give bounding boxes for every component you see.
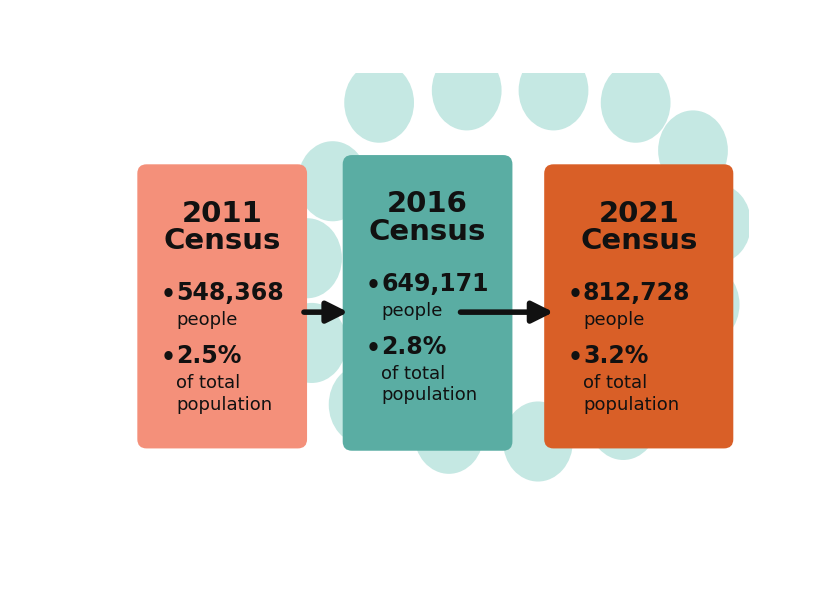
Ellipse shape [503, 401, 573, 482]
Ellipse shape [588, 380, 658, 460]
Text: people: people [381, 302, 443, 319]
Text: population: population [381, 386, 478, 405]
FancyBboxPatch shape [544, 164, 733, 449]
Ellipse shape [329, 365, 399, 444]
Text: 2021: 2021 [598, 200, 679, 228]
Ellipse shape [670, 264, 740, 345]
FancyBboxPatch shape [343, 155, 513, 451]
FancyBboxPatch shape [137, 164, 307, 449]
Ellipse shape [298, 141, 368, 222]
Ellipse shape [518, 50, 588, 130]
Text: 548,368: 548,368 [176, 281, 284, 305]
Text: 649,171: 649,171 [381, 272, 489, 296]
Text: •: • [366, 337, 381, 361]
Text: Census: Census [164, 227, 281, 255]
Text: of total: of total [176, 374, 240, 392]
Text: 2016: 2016 [387, 190, 468, 218]
Ellipse shape [277, 303, 347, 383]
Text: •: • [366, 274, 381, 298]
Ellipse shape [344, 62, 414, 143]
Text: •: • [161, 283, 176, 307]
Text: people: people [583, 311, 644, 329]
Text: 2011: 2011 [181, 200, 263, 228]
Ellipse shape [432, 50, 502, 130]
Text: 812,728: 812,728 [583, 281, 691, 305]
Ellipse shape [642, 334, 712, 414]
Text: •: • [567, 283, 582, 307]
Text: of total: of total [381, 365, 446, 382]
Text: people: people [176, 311, 237, 329]
Ellipse shape [414, 394, 483, 474]
Ellipse shape [601, 62, 671, 143]
Text: 3.2%: 3.2% [583, 344, 648, 368]
Text: Census: Census [369, 218, 486, 246]
Text: •: • [567, 346, 582, 370]
Text: Census: Census [580, 227, 697, 255]
Text: population: population [583, 395, 679, 414]
Text: population: population [176, 395, 272, 414]
Ellipse shape [681, 184, 751, 264]
Text: 2.5%: 2.5% [176, 344, 241, 368]
Ellipse shape [272, 218, 342, 298]
Text: •: • [161, 346, 176, 370]
Text: of total: of total [583, 374, 647, 392]
Text: 2.8%: 2.8% [381, 335, 447, 359]
Ellipse shape [658, 110, 728, 190]
